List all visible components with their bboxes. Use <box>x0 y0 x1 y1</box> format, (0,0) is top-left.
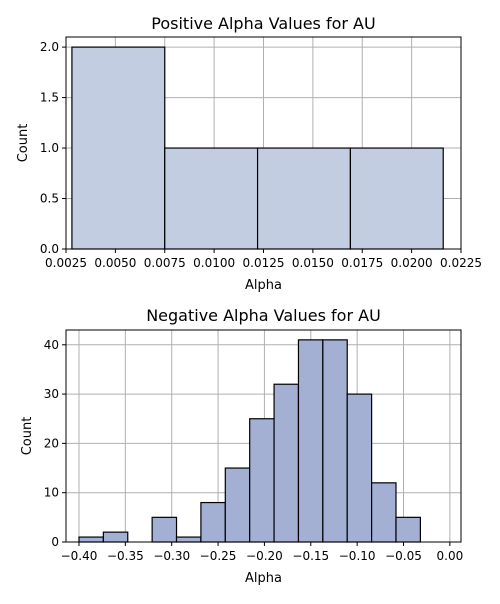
positive-alpha-histogram: Positive Alpha Values for AU 0.0025 0.005… <box>16 14 482 293</box>
histogram-bar <box>349 147 444 250</box>
plot-frame <box>65 36 462 250</box>
x-tick-label: −0.20 <box>246 549 283 563</box>
x-tick-label: −0.30 <box>153 549 190 563</box>
y-tick-label: 0.5 <box>40 192 59 206</box>
chart-title: Negative Alpha Values for AU <box>146 306 381 325</box>
histogram-bar <box>151 516 178 543</box>
x-tick-label: −0.35 <box>107 549 144 563</box>
y-tick-label: 2.0 <box>40 40 59 54</box>
histogram-bar <box>346 393 373 543</box>
chart-title: Positive Alpha Values for AU <box>151 14 375 33</box>
x-tick-label: 0.0175 <box>341 256 383 270</box>
x-tick-label: −0.25 <box>200 549 237 563</box>
histogram-bar <box>395 516 421 543</box>
x-tick-label: 0.0050 <box>94 256 136 270</box>
histogram-bar <box>78 536 104 543</box>
histogram-bar <box>71 46 166 250</box>
y-axis-ticks: 0.0 0.5 1.0 1.5 2.0 <box>40 40 66 256</box>
y-tick-label: 40 <box>44 338 59 352</box>
histogram-bar <box>175 536 202 543</box>
y-tick-label: 1.5 <box>40 91 59 105</box>
x-tick-label: 0.0075 <box>144 256 186 270</box>
y-tick-label: 0 <box>51 535 59 549</box>
x-tick-label: 0.0225 <box>440 256 482 270</box>
x-tick-label: 0.0100 <box>193 256 235 270</box>
plot-frame <box>65 329 462 543</box>
histogram-bar <box>249 418 275 543</box>
y-axis-ticks: 0 10 20 30 40 <box>44 338 66 549</box>
histogram-bar <box>273 383 300 543</box>
histogram-bar <box>322 339 348 543</box>
histogram-bar <box>371 482 397 543</box>
histogram-bar <box>102 531 129 543</box>
x-axis-ticks: −0.40 −0.35 −0.30 −0.25 −0.20 −0.15 −0.10 −0.05… <box>61 542 464 563</box>
histogram-bar <box>164 147 259 250</box>
x-axis-label: Alpha <box>245 571 282 586</box>
x-tick-label: −0.40 <box>61 549 98 563</box>
y-tick-label: 0.0 <box>40 242 59 256</box>
y-tick-label: 20 <box>44 436 59 450</box>
histogram-bar <box>224 467 251 543</box>
y-axis-label: Count <box>16 124 31 163</box>
x-tick-label: −0.15 <box>292 549 329 563</box>
y-tick-label: 1.0 <box>40 141 59 155</box>
x-tick-label: 0.0200 <box>391 256 433 270</box>
x-tick-label: 0.00 <box>437 549 464 563</box>
histogram-bar <box>297 339 324 543</box>
x-tick-label: 0.0125 <box>243 256 285 270</box>
bars <box>78 339 421 543</box>
histogram-bar <box>256 147 352 250</box>
x-tick-label: 0.0025 <box>45 256 87 270</box>
x-axis-ticks: 0.0025 0.0050 0.0075 0.0100 0.0125 0.0150 0.01… <box>45 249 482 270</box>
y-tick-label: 10 <box>44 486 59 500</box>
y-axis-label: Count <box>20 417 35 456</box>
histogram-bar <box>200 501 226 543</box>
x-axis-label: Alpha <box>245 278 282 293</box>
negative-alpha-histogram: Negative Alpha Values for AU −0.40 −0.35−… <box>20 306 463 586</box>
x-tick-label: −0.05 <box>385 549 422 563</box>
x-tick-label: −0.10 <box>339 549 376 563</box>
x-tick-label: 0.0150 <box>292 256 334 270</box>
y-tick-label: 30 <box>44 387 59 401</box>
